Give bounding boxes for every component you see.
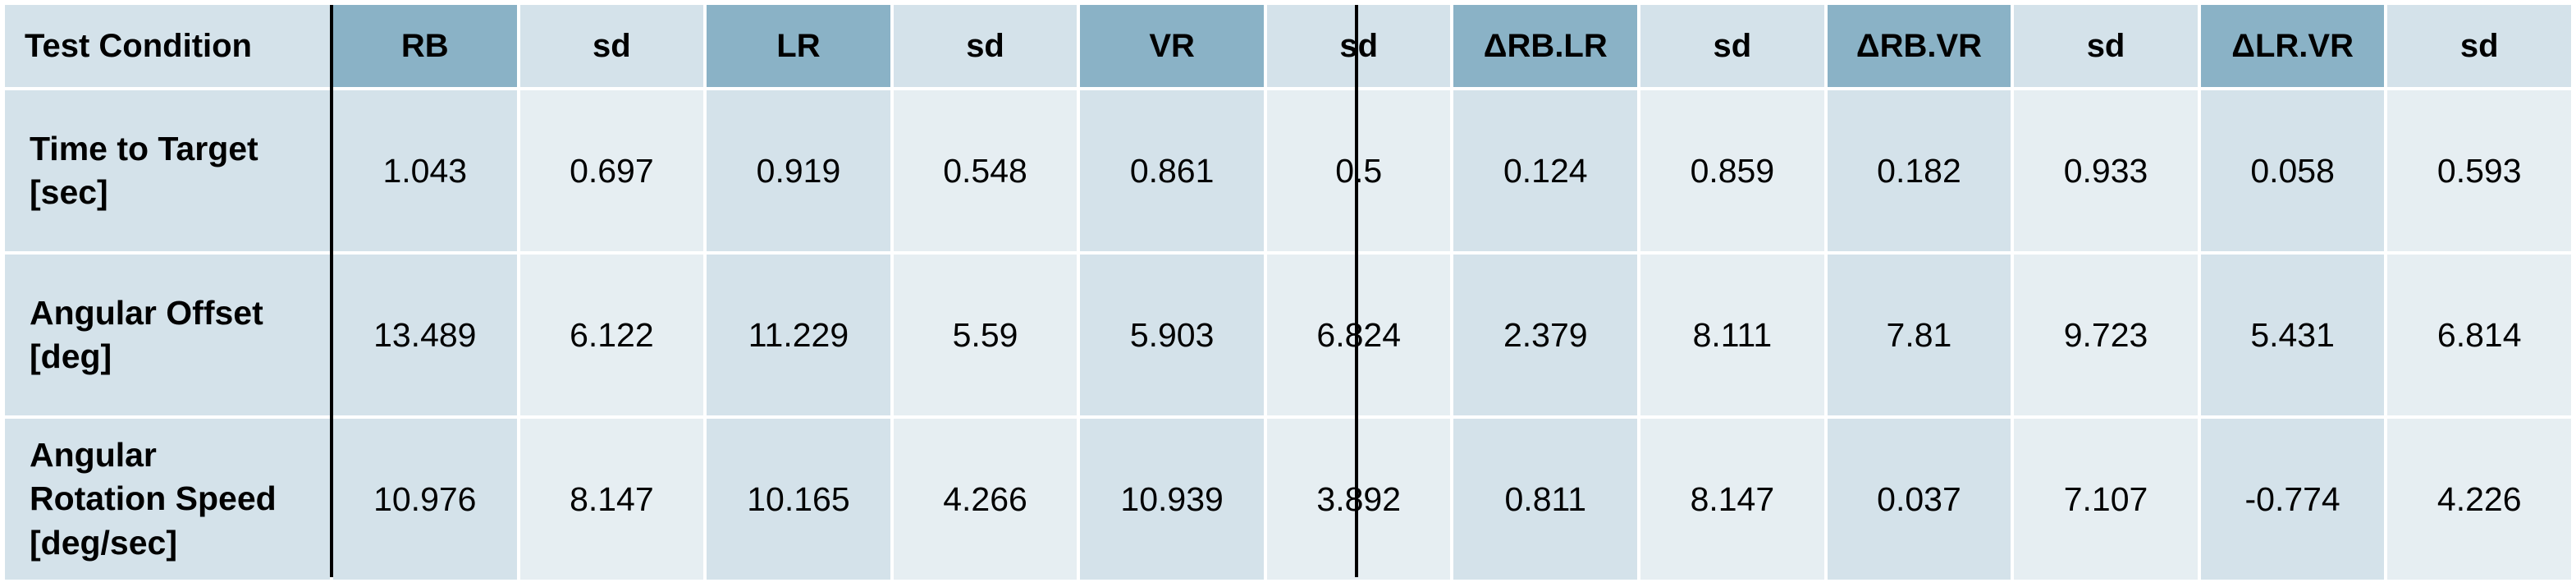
table-cell: 0.037 (1827, 419, 2011, 580)
table-cell: 0.5 (1266, 90, 1451, 251)
table-cell: 0.919 (707, 90, 890, 251)
table-cell: 4.226 (2387, 419, 2571, 580)
table-cell: 0.124 (1453, 90, 1638, 251)
header-test-condition: Test Condition (5, 5, 330, 87)
table-cell: 10.939 (1080, 419, 1264, 580)
table-cell: 2.379 (1453, 255, 1638, 415)
table-cell: 0.933 (2014, 90, 2198, 251)
table-cell: 5.903 (1080, 255, 1264, 415)
column-divider-left (330, 5, 333, 577)
table-cell: 9.723 (2014, 255, 2198, 415)
column-divider-center (1355, 5, 1358, 577)
row-label-angular-rotation-speed: Angular Rotation Speed [deg/sec] (5, 419, 330, 580)
table-cell: 0.058 (2200, 90, 2385, 251)
table-cell: 5.431 (2200, 255, 2385, 415)
table-cell: 4.266 (893, 419, 1078, 580)
table-cell: 10.165 (707, 419, 890, 580)
table-cell: 13.489 (333, 255, 517, 415)
table-cell: 0.593 (2387, 90, 2571, 251)
table-cell: 8.111 (1640, 255, 1824, 415)
table-cell: 10.976 (333, 419, 517, 580)
header-lr-sd: sd (893, 5, 1078, 87)
table-cell: 6.824 (1266, 255, 1451, 415)
header-lr: LR (707, 5, 890, 87)
header-delta-rb-lr-sd: sd (1640, 5, 1824, 87)
table-cell: 7.107 (2014, 419, 2198, 580)
header-delta-lr-vr: ΔLR.VR (2200, 5, 2385, 87)
table-cell: 11.229 (707, 255, 890, 415)
header-vr-sd: sd (1266, 5, 1451, 87)
header-rb: RB (333, 5, 517, 87)
row-label-time-to-target: Time to Target [sec] (5, 90, 330, 251)
table-cell: 7.81 (1827, 255, 2011, 415)
header-delta-rb-vr: ΔRB.VR (1827, 5, 2011, 87)
table-cell: 8.147 (1640, 419, 1824, 580)
table-cell: 8.147 (519, 419, 704, 580)
header-vr: VR (1080, 5, 1264, 87)
table-cell: 0.811 (1453, 419, 1638, 580)
table-cell: 6.122 (519, 255, 704, 415)
table-cell: 0.859 (1640, 90, 1824, 251)
table-cell: 5.59 (893, 255, 1078, 415)
table-cell: 0.182 (1827, 90, 2011, 251)
table-cell: -0.774 (2200, 419, 2385, 580)
row-label-angular-offset: Angular Offset [deg] (5, 255, 330, 415)
table-cell: 0.548 (893, 90, 1078, 251)
results-table: Test Condition RB sd LR sd VR sd ΔRB.LR … (5, 5, 2571, 580)
table-cell: 3.892 (1266, 419, 1451, 580)
header-rb-sd: sd (519, 5, 704, 87)
table-cell: 0.697 (519, 90, 704, 251)
header-delta-lr-vr-sd: sd (2387, 5, 2571, 87)
table-cell: 1.043 (333, 90, 517, 251)
table-cell: 6.814 (2387, 255, 2571, 415)
header-delta-rb-lr: ΔRB.LR (1453, 5, 1638, 87)
header-delta-rb-vr-sd: sd (2014, 5, 2198, 87)
table-cell: 0.861 (1080, 90, 1264, 251)
